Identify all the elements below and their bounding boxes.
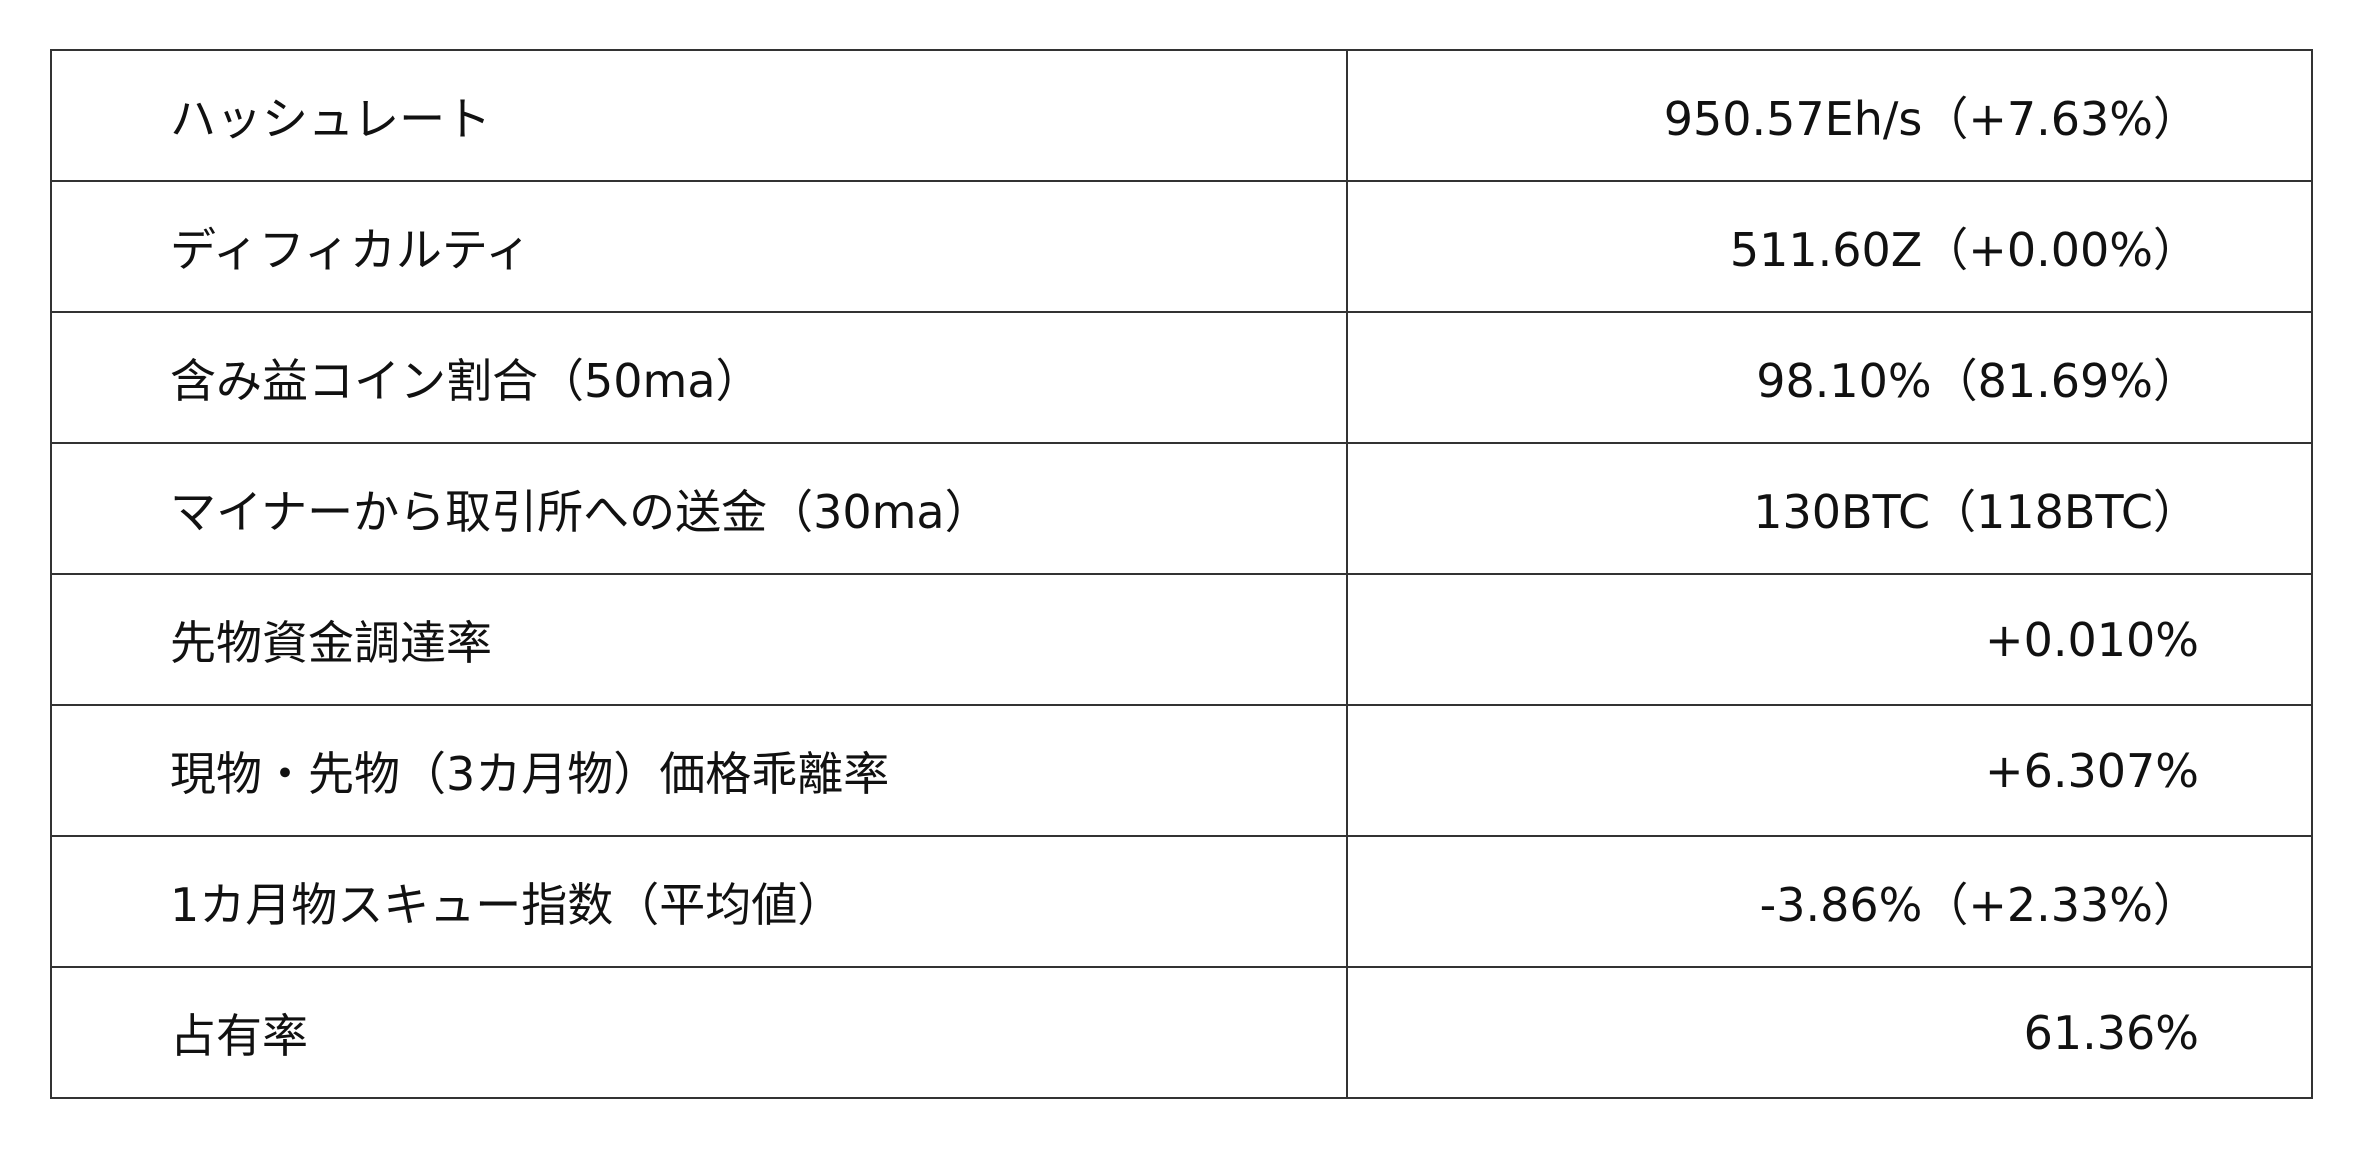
metric-label: ハッシュレート xyxy=(50,49,1348,182)
table-row: 1カ月物スキュー指数（平均値） -3.86%（+2.33%） xyxy=(50,835,2313,968)
metric-label: 含み益コイン割合（50ma） xyxy=(50,311,1348,444)
table-row: マイナーから取引所への送金（30ma） 130BTC（118BTC） xyxy=(50,442,2313,575)
metric-label: 現物・先物（3カ月物）価格乖離率 xyxy=(50,704,1348,837)
metric-label: マイナーから取引所への送金（30ma） xyxy=(50,442,1348,575)
table-row: 含み益コイン割合（50ma） 98.10%（81.69%） xyxy=(50,311,2313,444)
metric-label: 1カ月物スキュー指数（平均値） xyxy=(50,835,1348,968)
table-row: ハッシュレート 950.57Eh/s（+7.63%） xyxy=(50,49,2313,182)
metric-value: 950.57Eh/s（+7.63%） xyxy=(1346,49,2313,182)
table-row: 現物・先物（3カ月物）価格乖離率 +6.307% xyxy=(50,704,2313,837)
metric-value: 130BTC（118BTC） xyxy=(1346,442,2313,575)
metric-value: +0.010% xyxy=(1346,573,2313,706)
metric-value: 511.60Z（+0.00%） xyxy=(1346,180,2313,313)
table-row: 占有率 61.36% xyxy=(50,966,2313,1099)
metric-value: -3.86%（+2.33%） xyxy=(1346,835,2313,968)
metric-label: 先物資金調達率 xyxy=(50,573,1348,706)
metric-value: 61.36% xyxy=(1346,966,2313,1099)
metrics-table: ハッシュレート 950.57Eh/s（+7.63%） ディフィカルティ 511.60… xyxy=(50,49,2313,1099)
metric-label: 占有率 xyxy=(50,966,1348,1099)
metric-value: +6.307% xyxy=(1346,704,2313,837)
metric-value: 98.10%（81.69%） xyxy=(1346,311,2313,444)
table-row: 先物資金調達率 +0.010% xyxy=(50,573,2313,706)
metric-label: ディフィカルティ xyxy=(50,180,1348,313)
table-row: ディフィカルティ 511.60Z（+0.00%） xyxy=(50,180,2313,313)
